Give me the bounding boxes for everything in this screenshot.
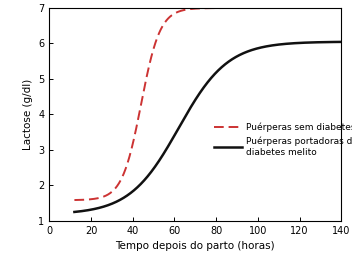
X-axis label: Tempo depois do parto (horas): Tempo depois do parto (horas) — [115, 241, 275, 251]
Y-axis label: Lactose (g/dl): Lactose (g/dl) — [23, 79, 33, 150]
Legend: Puérperas sem diabetes, Puérperas portadoras de
diabetes melito: Puérperas sem diabetes, Puérperas portad… — [214, 123, 352, 157]
